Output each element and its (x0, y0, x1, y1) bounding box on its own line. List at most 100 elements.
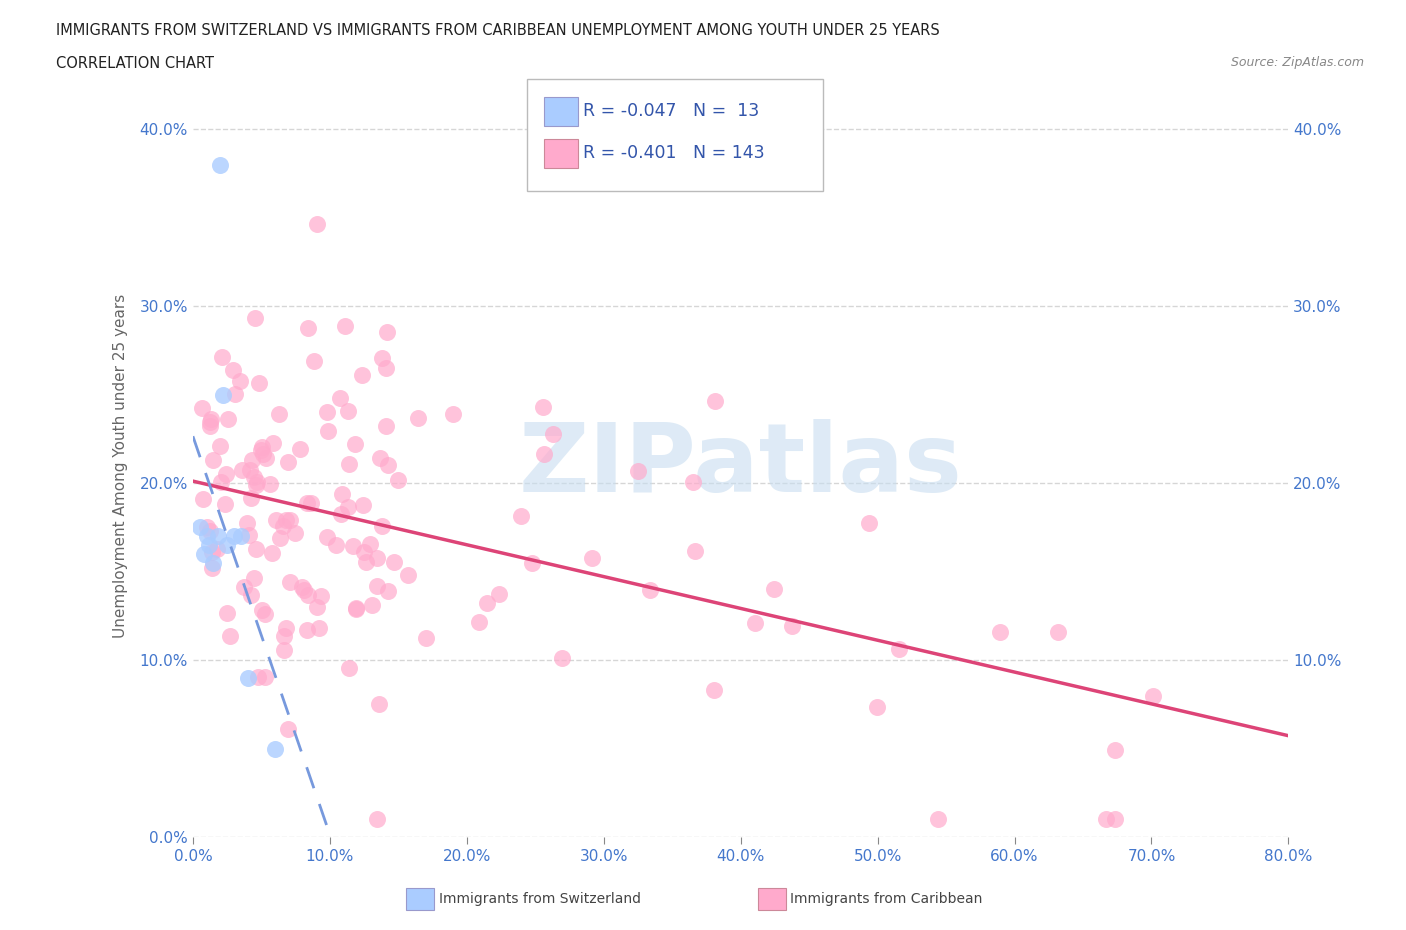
Point (217, 538, 239, 552)
Point (243, 570, 266, 585)
Point (250, 439, 273, 454)
Point (239, 463, 262, 478)
Point (239, 588, 262, 603)
Point (269, 407, 291, 422)
Point (866, 699, 889, 714)
Point (211, 350, 233, 365)
Point (195, 520, 218, 535)
Point (329, 506, 352, 521)
Point (245, 477, 267, 492)
Point (640, 582, 662, 597)
Point (510, 509, 533, 524)
Point (238, 527, 260, 542)
Point (361, 597, 384, 612)
Point (325, 538, 347, 552)
Point (344, 437, 367, 452)
Point (262, 435, 284, 450)
Point (927, 812, 949, 827)
Point (266, 512, 288, 527)
Point (260, 546, 283, 561)
Point (278, 575, 301, 590)
Point (284, 525, 307, 540)
Point (342, 539, 364, 554)
Point (366, 578, 388, 593)
Point (219, 628, 242, 643)
Point (305, 217, 328, 232)
Point (202, 555, 225, 570)
Point (297, 321, 319, 336)
Point (252, 446, 274, 461)
Point (344, 601, 367, 616)
Point (533, 446, 555, 461)
Point (468, 614, 491, 629)
Point (1047, 624, 1070, 639)
Point (198, 538, 221, 552)
Point (245, 541, 267, 556)
Point (1095, 812, 1118, 827)
Point (350, 367, 373, 382)
Text: Immigrants from Switzerland: Immigrants from Switzerland (439, 892, 641, 907)
Point (224, 386, 246, 401)
Point (359, 537, 381, 551)
Point (531, 400, 554, 415)
Point (198, 524, 221, 538)
Point (682, 474, 704, 489)
Point (250, 443, 273, 458)
Point (250, 603, 273, 618)
Point (209, 475, 232, 490)
Point (278, 512, 301, 527)
Point (277, 454, 299, 469)
Point (377, 458, 399, 472)
Text: CORRELATION CHART: CORRELATION CHART (56, 56, 214, 71)
Point (368, 451, 391, 466)
Point (229, 529, 252, 544)
Point (858, 515, 880, 530)
Point (1142, 689, 1164, 704)
Point (522, 555, 544, 570)
Point (371, 518, 394, 533)
Point (305, 600, 328, 615)
Point (302, 353, 325, 368)
Point (368, 697, 391, 711)
Point (415, 631, 437, 645)
Point (683, 543, 706, 558)
Text: IMMIGRANTS FROM SWITZERLAND VS IMMIGRANTS FROM CARIBBEAN UNEMPLOYMENT AMONG YOUT: IMMIGRANTS FROM SWITZERLAND VS IMMIGRANT… (56, 23, 941, 38)
Point (231, 462, 253, 477)
Point (200, 412, 222, 427)
Point (382, 554, 405, 569)
Text: ZIPatlas: ZIPatlas (519, 419, 963, 512)
Point (354, 554, 377, 569)
Point (205, 541, 228, 556)
Point (214, 496, 236, 511)
Point (277, 722, 299, 737)
Point (887, 642, 910, 657)
Point (240, 453, 263, 468)
Point (353, 545, 375, 560)
Point (744, 616, 766, 631)
Point (337, 499, 360, 514)
Point (336, 404, 359, 418)
Point (780, 618, 803, 633)
Point (344, 600, 367, 615)
Point (1104, 812, 1126, 827)
Point (316, 530, 339, 545)
Point (191, 401, 214, 416)
Point (441, 406, 464, 421)
Point (291, 580, 314, 595)
Point (295, 622, 318, 637)
Point (475, 596, 498, 611)
Point (243, 470, 266, 485)
Point (352, 498, 374, 512)
Point (193, 547, 215, 562)
Point (292, 582, 315, 597)
Point (406, 411, 429, 426)
Point (377, 584, 399, 599)
Point (207, 529, 229, 544)
Point (627, 464, 650, 479)
Point (217, 605, 239, 620)
Point (371, 351, 394, 365)
Point (299, 495, 322, 510)
Text: R = -0.401   N = 143: R = -0.401 N = 143 (583, 143, 765, 162)
Point (247, 376, 270, 391)
Point (254, 450, 277, 465)
